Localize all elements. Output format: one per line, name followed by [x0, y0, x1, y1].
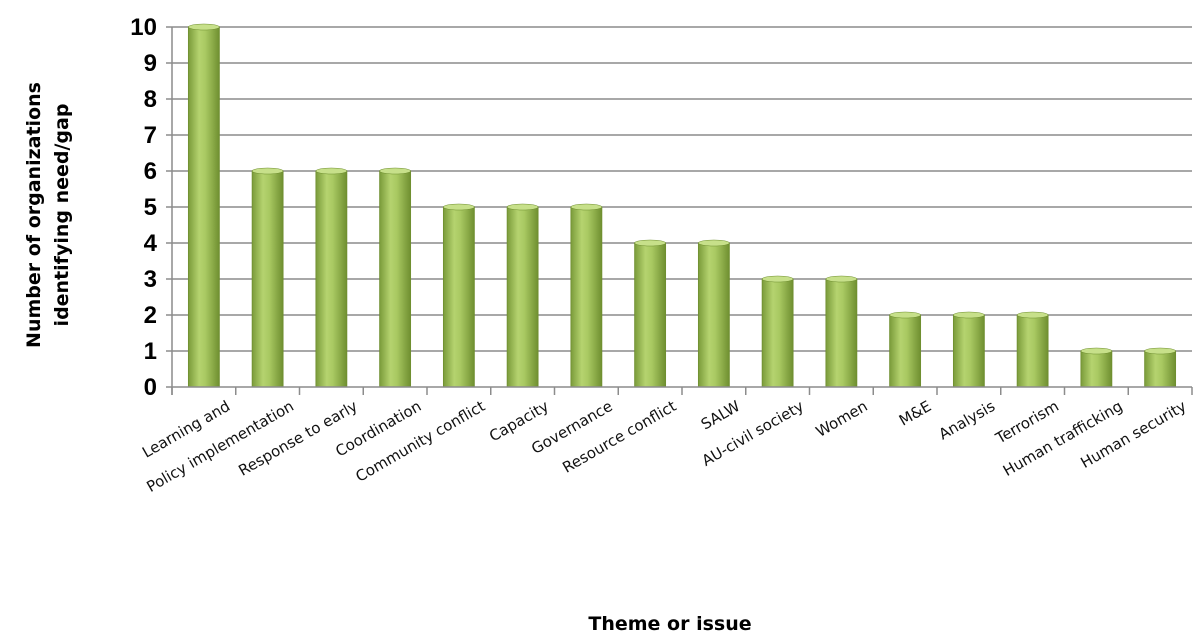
bar-cap — [570, 203, 603, 211]
bar — [315, 170, 348, 388]
x-tick-label: Analysis — [936, 397, 999, 444]
y-tick-label: 1 — [144, 338, 157, 365]
bar — [952, 314, 985, 388]
y-tick-label: 0 — [144, 374, 157, 401]
bar-cap — [889, 311, 921, 319]
x-tick-label: Human security — [1078, 397, 1190, 472]
bar-cap — [634, 239, 666, 247]
x-tick-label: SALW — [698, 397, 743, 434]
bar-cap — [825, 275, 858, 283]
bar — [1016, 314, 1049, 388]
bar-cap — [1016, 311, 1049, 319]
bar — [379, 170, 412, 388]
bar-cap — [251, 167, 284, 175]
y-axis-title-line-1: Number of organizations — [23, 82, 45, 348]
axes — [166, 26, 1193, 395]
axis-titles: Theme or issue Number of organizations i… — [23, 82, 752, 635]
bar-cap — [953, 311, 985, 319]
bar — [187, 26, 220, 388]
y-tick-label: 4 — [144, 230, 158, 257]
bar-cap — [315, 167, 348, 175]
bar — [634, 242, 667, 388]
bar — [506, 206, 539, 388]
y-tick-labels: 0 1 2 3 4 5 6 7 8 9 10 — [130, 14, 157, 401]
x-tick-label: Resource conflict — [559, 397, 679, 477]
bar — [442, 206, 475, 388]
bar-cap — [506, 203, 539, 211]
bar-cap — [443, 203, 475, 211]
bar — [825, 278, 858, 388]
bar-cap — [1144, 347, 1176, 355]
bar-cap — [698, 239, 730, 247]
y-tick-label: 10 — [130, 14, 157, 41]
y-tick-label: 6 — [144, 158, 157, 185]
y-tick-label: 2 — [144, 302, 157, 329]
bar — [570, 206, 603, 388]
bar-cap — [379, 167, 411, 175]
y-tick-label: 5 — [144, 194, 157, 221]
y-tick-label: 7 — [144, 122, 157, 149]
bars — [187, 23, 1177, 388]
bar — [1080, 350, 1113, 388]
x-axis-title: Theme or issue — [588, 613, 751, 635]
bar — [1144, 350, 1177, 388]
y-tick-label: 3 — [144, 266, 157, 293]
bar — [889, 314, 922, 388]
bar-cap — [761, 275, 794, 283]
bar-cap — [1080, 347, 1113, 355]
y-axis-title-line-2: identifying need/gap — [51, 104, 73, 327]
x-tick-label: Women — [813, 397, 871, 441]
y-tick-label: 9 — [144, 50, 157, 77]
bar-cap — [188, 23, 220, 31]
y-tick-label: 8 — [144, 86, 157, 113]
bar — [697, 242, 730, 388]
bar — [761, 278, 794, 388]
x-tick-label: M&E — [896, 397, 935, 430]
bar — [251, 170, 284, 388]
